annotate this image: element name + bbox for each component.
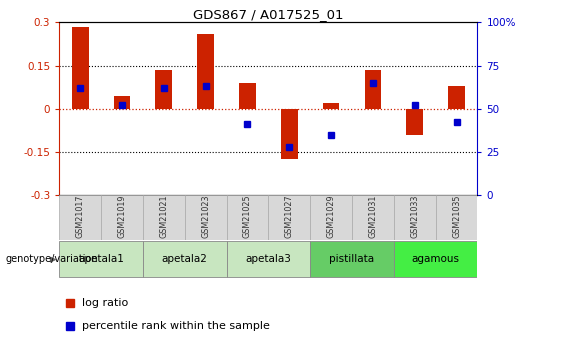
Text: GSM21031: GSM21031: [368, 195, 377, 238]
Bar: [436, 195, 477, 240]
Text: apetala3: apetala3: [245, 254, 292, 264]
Bar: [323, 103, 340, 109]
Text: GSM21021: GSM21021: [159, 195, 168, 238]
Text: log ratio: log ratio: [82, 298, 129, 308]
Bar: [394, 240, 477, 277]
Bar: [239, 83, 256, 109]
Text: GSM21017: GSM21017: [76, 195, 85, 238]
Text: GSM21027: GSM21027: [285, 195, 294, 238]
Bar: [448, 86, 465, 109]
Bar: [185, 195, 227, 240]
Bar: [59, 195, 101, 240]
Text: GSM21023: GSM21023: [201, 195, 210, 238]
Bar: [143, 240, 227, 277]
Bar: [268, 195, 310, 240]
Text: GSM21025: GSM21025: [243, 195, 252, 238]
Bar: [364, 70, 381, 109]
Text: percentile rank within the sample: percentile rank within the sample: [82, 321, 270, 331]
Bar: [143, 195, 185, 240]
Text: agamous: agamous: [412, 254, 459, 264]
Bar: [114, 96, 131, 109]
Bar: [310, 195, 352, 240]
Text: apetala2: apetala2: [162, 254, 208, 264]
Bar: [394, 195, 436, 240]
Text: GSM21035: GSM21035: [452, 195, 461, 238]
Bar: [227, 240, 310, 277]
Bar: [197, 34, 214, 109]
Bar: [310, 240, 394, 277]
Bar: [72, 27, 89, 109]
Text: GSM21029: GSM21029: [327, 195, 336, 238]
Bar: [352, 195, 394, 240]
Text: pistillata: pistillata: [329, 254, 375, 264]
Text: apetala1: apetala1: [78, 254, 124, 264]
Title: GDS867 / A017525_01: GDS867 / A017525_01: [193, 8, 344, 21]
Bar: [155, 70, 172, 109]
Bar: [59, 240, 143, 277]
Bar: [101, 195, 143, 240]
Bar: [281, 109, 298, 159]
Text: GSM21033: GSM21033: [410, 195, 419, 238]
Bar: [406, 109, 423, 135]
Text: GSM21019: GSM21019: [118, 195, 127, 238]
Text: genotype/variation: genotype/variation: [6, 255, 98, 264]
Bar: [227, 195, 268, 240]
